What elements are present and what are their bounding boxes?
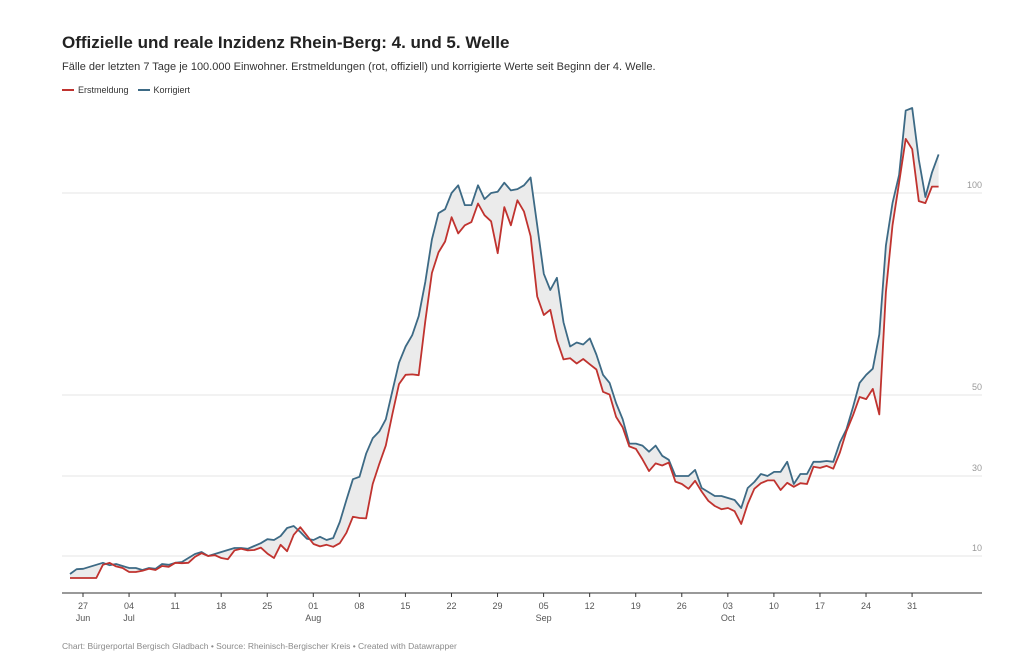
x-tick-label: 01 — [308, 601, 318, 611]
x-tick-label: 17 — [815, 601, 825, 611]
x-tick-label: 29 — [493, 601, 503, 611]
x-tick-month-label: Sep — [536, 613, 552, 623]
x-tick-label: 25 — [262, 601, 272, 611]
x-tick-month-label: Jun — [76, 613, 91, 623]
x-tick-label: 24 — [861, 601, 871, 611]
x-tick-label: 27 — [78, 601, 88, 611]
difference-area — [70, 108, 939, 578]
x-tick-month-label: Aug — [305, 613, 321, 623]
chart-footer: Chart: Bürgerportal Bergisch Gladbach • … — [62, 641, 457, 651]
x-tick-label: 11 — [170, 601, 179, 611]
x-tick-label: 15 — [400, 601, 410, 611]
x-tick-label: 22 — [446, 601, 456, 611]
x-tick-label: 03 — [723, 601, 733, 611]
x-tick-label: 08 — [354, 601, 364, 611]
x-tick-label: 26 — [677, 601, 687, 611]
x-tick-label: 12 — [585, 601, 595, 611]
x-tick-label: 31 — [907, 601, 917, 611]
x-tick-label: 10 — [769, 601, 779, 611]
y-tick-label: 30 — [972, 463, 982, 473]
x-tick-label: 05 — [539, 601, 549, 611]
y-tick-label: 50 — [972, 382, 982, 392]
x-tick-label: 18 — [216, 601, 226, 611]
y-tick-label: 100 — [967, 180, 982, 190]
x-tick-label: 04 — [124, 601, 134, 611]
x-tick-month-label: Oct — [721, 613, 736, 623]
y-tick-label: 10 — [972, 543, 982, 553]
line-chart: 10 30 50 100 27 Jun 04 Jul 11 18 25 01 Aug 08 15 22 29 05… — [0, 0, 1024, 667]
x-tick-month-label: Jul — [123, 613, 135, 623]
x-tick-label: 19 — [631, 601, 641, 611]
series-line-korrigiert — [70, 108, 939, 574]
